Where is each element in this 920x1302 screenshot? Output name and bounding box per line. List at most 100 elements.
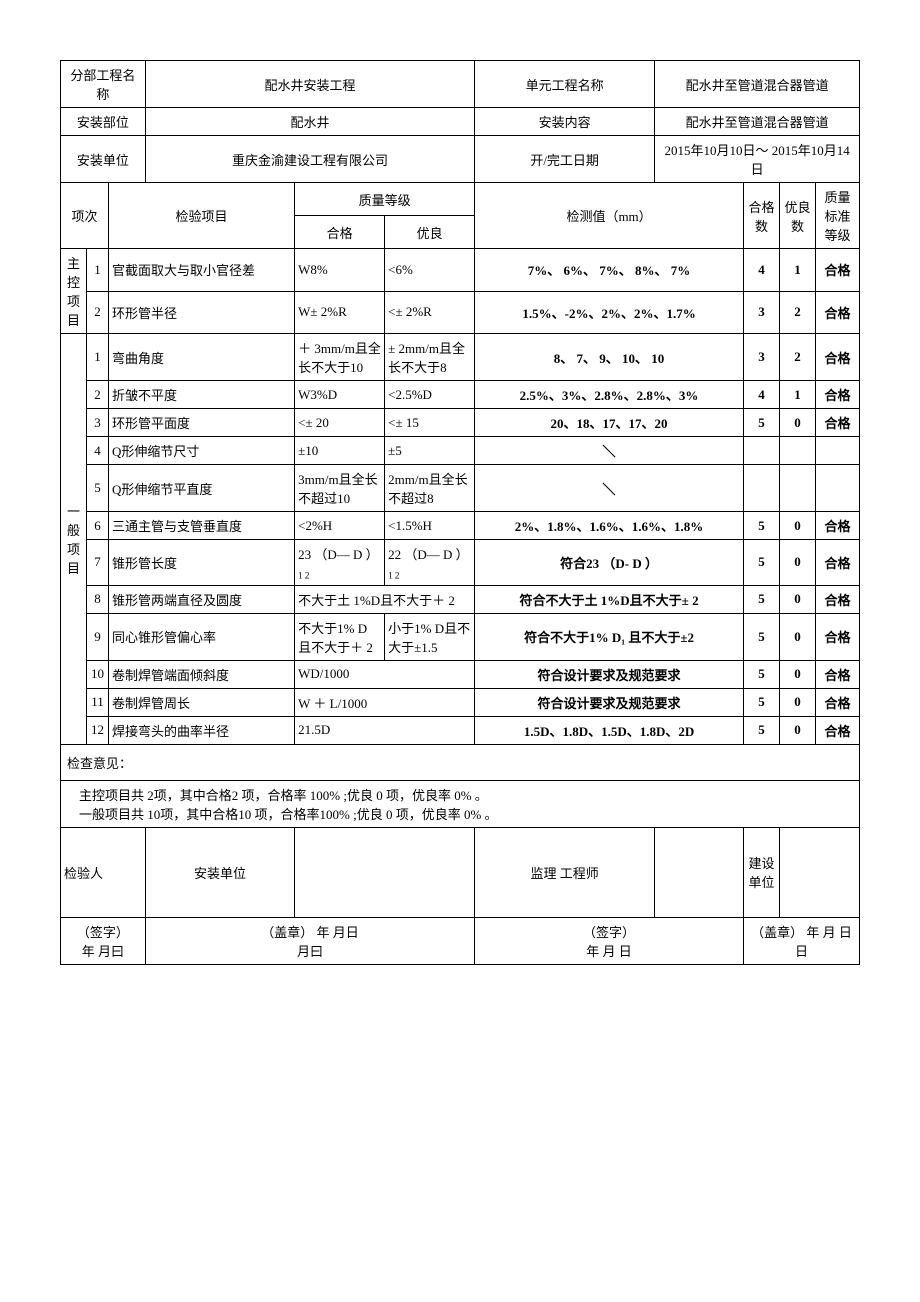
th-passcount: 合格数 [744, 183, 780, 249]
g1-pc: 3 [744, 334, 780, 381]
m2-name: 环形管半径 [109, 291, 295, 334]
g9-good: 小于1% D且不大于±1.5 [385, 613, 475, 660]
hdr-r1c1: 分部工程名称 [61, 61, 146, 108]
g9-gc: 0 [780, 613, 816, 660]
g6-grade: 合格 [816, 512, 860, 540]
g8-name: 锥形管两端直径及圆度 [109, 585, 295, 613]
sign-install-stamp: （盖章） 年 月日 月曰 [145, 917, 474, 964]
g6-val: 2%、1.8%、1.6%、1.6%、1.8% [475, 512, 744, 540]
row-m2: 2 环形管半径 W± 2%R <± 2%R 1.5%、-2%、2%、2%、1.7… [61, 291, 860, 334]
g4-val: ＼ [475, 437, 744, 465]
g4-name: Q形伸缩节尺寸 [109, 437, 295, 465]
hdr-r3c4: 2015年10月10日〜 2015年10月14日 [655, 136, 860, 183]
g4-pass: ±10 [295, 437, 385, 465]
g1-grade: 合格 [816, 334, 860, 381]
hdr-r2c3: 安装内容 [475, 108, 655, 136]
g3-n: 3 [87, 409, 109, 437]
g3-val: 20、18、17、17、20 [475, 409, 744, 437]
m1-n: 1 [87, 249, 109, 292]
g7-val: 符合23 （D- D ） [475, 540, 744, 586]
hdr-r2c2: 配水井 [145, 108, 474, 136]
g6-pass: <2%H [295, 512, 385, 540]
header-row-2: 安装部位 配水井 安装内容 配水井至管道混合器管道 [61, 108, 860, 136]
th-seq: 项次 [61, 183, 109, 249]
g2-n: 2 [87, 381, 109, 409]
g11-val: 符合设计要求及规范要求 [475, 688, 744, 716]
g6-gc: 0 [780, 512, 816, 540]
g4-n: 4 [87, 437, 109, 465]
inspection-table: 分部工程名称 配水井安装工程 单元工程名称 配水井至管道混合器管道 安装部位 配… [60, 60, 860, 965]
g5-pass: 3mm/m且全长不超过10 [295, 465, 385, 512]
m2-val: 1.5%、-2%、2%、2%、1.7% [475, 291, 744, 334]
g5-good: 2mm/m且全长不超过8 [385, 465, 475, 512]
m2-gc: 2 [780, 291, 816, 334]
g11-grade: 合格 [816, 688, 860, 716]
g2-pass: W3%D [295, 381, 385, 409]
g11-pc: 5 [744, 688, 780, 716]
m2-grade: 合格 [816, 291, 860, 334]
group-main: 主控项目 [61, 249, 87, 334]
th-pass: 合格 [295, 216, 385, 249]
m1-val: 7%、 6%、 7%、 8%、 7% [475, 249, 744, 292]
g8-pc: 5 [744, 585, 780, 613]
g1-name: 弯曲角度 [109, 334, 295, 381]
th-good: 优良 [385, 216, 475, 249]
g5-grade [816, 465, 860, 512]
hdr-r2c4: 配水井至管道混合器管道 [655, 108, 860, 136]
g8-grade: 合格 [816, 585, 860, 613]
g7-n: 7 [87, 540, 109, 586]
sign-inspector-sig: （签字） 年 月曰 [61, 917, 146, 964]
g8-val: 符合不大于土 1%D且不大于± 2 [475, 585, 744, 613]
g7-pass: 23 （D— D ）1 2 [295, 540, 385, 586]
g10-grade: 合格 [816, 660, 860, 688]
row-m1: 主控项目 1 官截面取大与取小官径差 W8% <6% 7%、 6%、 7%、 8… [61, 249, 860, 292]
g5-n: 5 [87, 465, 109, 512]
g3-gc: 0 [780, 409, 816, 437]
g2-grade: 合格 [816, 381, 860, 409]
th-quality: 质量等级 [295, 183, 475, 216]
g6-name: 三通主管与支管垂直度 [109, 512, 295, 540]
sign-supervisor-label: 监理 工程师 [475, 827, 655, 917]
g10-pc: 5 [744, 660, 780, 688]
g2-gc: 1 [780, 381, 816, 409]
g9-val: 符合不大于1% D₁ 且不大于±2 [475, 613, 744, 660]
g3-name: 环形管平面度 [109, 409, 295, 437]
g7-pc: 5 [744, 540, 780, 586]
g4-pc [744, 437, 780, 465]
g11-n: 11 [87, 688, 109, 716]
g12-n: 12 [87, 716, 109, 744]
g8-n: 8 [87, 585, 109, 613]
g1-n: 1 [87, 334, 109, 381]
group-general: 一般项目 [61, 334, 87, 745]
g1-gc: 2 [780, 334, 816, 381]
hdr-r1c3: 单元工程名称 [475, 61, 655, 108]
g9-name: 同心锥形管偏心率 [109, 613, 295, 660]
m1-pc: 4 [744, 249, 780, 292]
hdr-r1c2: 配水井安装工程 [145, 61, 474, 108]
g2-val: 2.5%、3%、2.8%、2.8%、3% [475, 381, 744, 409]
g3-pass: <± 20 [295, 409, 385, 437]
row-g10: 10 卷制焊管端面倾斜度 WD/1000 符合设计要求及规范要求 5 0 合格 [61, 660, 860, 688]
g10-pass: WD/1000 [295, 660, 475, 688]
g7-name: 锥形管长度 [109, 540, 295, 586]
g9-pc: 5 [744, 613, 780, 660]
sign-install-unit-label: 安装单位 [145, 827, 294, 917]
row-g2: 2 折皱不平度 W3%D <2.5%D 2.5%、3%、2.8%、2.8%、3%… [61, 381, 860, 409]
g12-pc: 5 [744, 716, 780, 744]
sign-builder-label: 建设 单位 [744, 827, 780, 917]
g1-good: ± 2mm/m且全长不大于8 [385, 334, 475, 381]
g12-gc: 0 [780, 716, 816, 744]
g6-n: 6 [87, 512, 109, 540]
g4-gc [780, 437, 816, 465]
g5-gc [780, 465, 816, 512]
g10-gc: 0 [780, 660, 816, 688]
g12-pass: 21.5D [295, 716, 475, 744]
g10-val: 符合设计要求及规范要求 [475, 660, 744, 688]
thead-row-1: 项次 检验项目 质量等级 检测值（mm） 合格数 优良数 质量标准等级 [61, 183, 860, 216]
sign-inspector-label: 检验人 [61, 827, 146, 917]
g8-pass: 不大于土 1%D且不大于＋ 2 [295, 585, 475, 613]
g5-val: ＼ [475, 465, 744, 512]
g5-name: Q形伸缩节平直度 [109, 465, 295, 512]
g12-val: 1.5D、1.8D、1.5D、1.8D、2D [475, 716, 744, 744]
g7-grade: 合格 [816, 540, 860, 586]
